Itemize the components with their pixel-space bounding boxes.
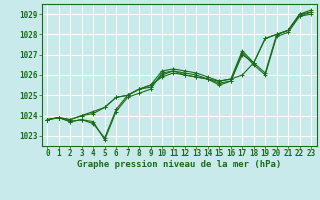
X-axis label: Graphe pression niveau de la mer (hPa): Graphe pression niveau de la mer (hPa) [77, 160, 281, 169]
